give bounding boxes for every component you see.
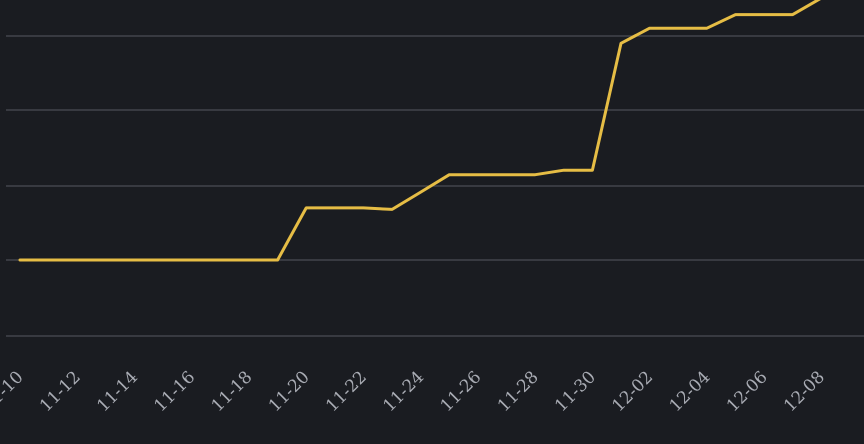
- series-line-1: [18, 0, 821, 262]
- x-tick-label: 11-16: [150, 367, 199, 416]
- x-axis-ticks: 11-10 11-12 11-14 11-16 11-18 11-20 11-22 11-24…: [0, 367, 829, 416]
- x-tick-label: 11-28: [494, 367, 543, 416]
- x-tick-label: 12-06: [723, 367, 772, 416]
- x-tick-label: 11-26: [437, 367, 486, 416]
- x-tick-label: 11-18: [208, 367, 257, 416]
- x-tick-label: 11-20: [265, 367, 314, 416]
- x-tick-label: 11-22: [322, 367, 371, 416]
- series-group: [18, 0, 821, 262]
- x-tick-label: 12-08: [780, 367, 829, 416]
- x-tick-label: 12-02: [608, 367, 657, 416]
- x-tick-label: 11-14: [93, 367, 142, 416]
- x-tick-label: 11-30: [551, 367, 600, 416]
- grid-lines: [6, 35, 864, 337]
- x-tick-label: 11-24: [379, 367, 428, 416]
- x-tick-label: 12-04: [666, 367, 715, 416]
- x-tick-label: 11-10: [0, 367, 28, 416]
- x-tick-label: 11-12: [36, 367, 85, 416]
